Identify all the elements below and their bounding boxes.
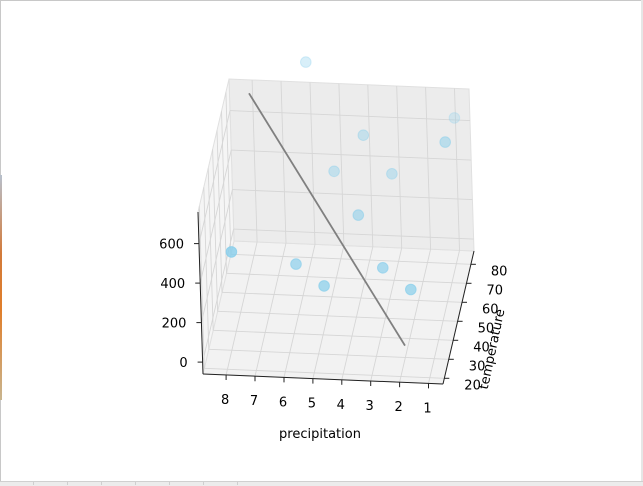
y-tick-label: 80 xyxy=(491,264,508,279)
x-tick-label: 3 xyxy=(366,399,374,414)
z-axis-line xyxy=(197,211,204,375)
x-tick-label: 4 xyxy=(337,398,345,413)
grid-line xyxy=(216,130,223,293)
grid-line xyxy=(199,149,232,284)
grid-line xyxy=(283,244,316,378)
z-tick-label: 0 xyxy=(179,356,187,371)
grid-line xyxy=(338,83,345,246)
grid-line xyxy=(254,243,287,377)
grid-line xyxy=(204,367,445,379)
grid-line xyxy=(309,82,316,245)
y-tick-label: 30 xyxy=(469,359,486,374)
fit-line xyxy=(248,92,406,347)
x-tick-label: 1 xyxy=(423,401,431,416)
y-tick-label: 60 xyxy=(482,302,499,317)
grid-line xyxy=(232,189,473,201)
grid-line xyxy=(396,85,403,249)
background-window-edge xyxy=(0,175,2,400)
x-tick-label: 6 xyxy=(279,395,287,410)
grid-line xyxy=(213,329,454,341)
taskbar-item[interactable] xyxy=(204,482,238,485)
taskbar-item[interactable] xyxy=(102,482,136,485)
taskbar xyxy=(0,481,643,486)
z-tick-label: 600 xyxy=(159,238,184,253)
scatter-point xyxy=(357,129,370,141)
x-tick-label: 2 xyxy=(394,400,402,415)
scatter-point xyxy=(439,136,452,148)
scatter-point xyxy=(386,168,398,180)
z-tick-label: 200 xyxy=(162,317,187,332)
x-tick-label: 7 xyxy=(250,394,258,409)
grid-line xyxy=(221,111,227,274)
grid-line xyxy=(251,79,258,243)
y-axis-line xyxy=(442,250,475,385)
grid-line xyxy=(231,149,472,161)
grid-line xyxy=(225,92,232,255)
grid-line xyxy=(428,250,460,384)
grid-line xyxy=(229,110,471,122)
taskbar-item[interactable] xyxy=(34,482,68,485)
grid-line xyxy=(280,81,287,244)
grid-line xyxy=(367,84,374,247)
scatter-point xyxy=(377,262,389,274)
taskbar-item[interactable] xyxy=(0,482,34,485)
grid-line xyxy=(341,246,374,380)
x-axis-line xyxy=(202,373,444,385)
scatter-point xyxy=(352,209,365,221)
grid-line xyxy=(198,110,231,244)
y-tick-label: 50 xyxy=(478,321,495,336)
grid-line xyxy=(207,168,214,331)
grid-line xyxy=(225,241,258,376)
scatter-point xyxy=(290,258,302,270)
grid-line xyxy=(203,187,210,350)
grid-line xyxy=(208,348,449,360)
grid-line xyxy=(233,228,474,240)
x-tick-label: 5 xyxy=(308,397,316,412)
grid-line xyxy=(312,245,345,379)
x-axis-label: precipitation xyxy=(279,427,361,442)
scatter-point xyxy=(225,246,238,258)
grid-line xyxy=(200,189,233,323)
scatter-point xyxy=(328,165,340,178)
grid-line xyxy=(399,249,432,383)
taskbar-item[interactable] xyxy=(68,482,102,485)
grid-line xyxy=(226,272,467,284)
grid-line xyxy=(454,88,460,251)
grid-lines xyxy=(198,79,474,384)
axis-lines xyxy=(194,211,476,389)
scatter-point xyxy=(300,56,312,68)
z-tick-label: 400 xyxy=(160,277,185,292)
grid-line xyxy=(198,206,205,369)
grid-line xyxy=(217,310,458,322)
tick-labels: 1 2 3 4 5 6 7 8 20 30 40 50 60 70 80 0 200 400 600 xyxy=(159,238,507,417)
y-tick-label: 20 xyxy=(464,378,481,393)
grid-line xyxy=(425,87,432,250)
x-tick-label: 8 xyxy=(221,393,229,408)
grid-line xyxy=(221,291,463,303)
scatter-point xyxy=(318,280,330,292)
y-tick-label: 40 xyxy=(473,340,490,355)
taskbar-item[interactable] xyxy=(170,482,204,485)
y-tick-label: 70 xyxy=(487,283,504,298)
grid-line xyxy=(212,149,219,312)
window-border-right xyxy=(641,0,643,486)
axis-panes xyxy=(197,78,475,385)
back-pane xyxy=(228,78,475,252)
scatter-point xyxy=(405,283,417,296)
taskbar-item[interactable] xyxy=(136,482,170,485)
scatter-point xyxy=(448,112,461,124)
data-marks xyxy=(225,56,461,347)
